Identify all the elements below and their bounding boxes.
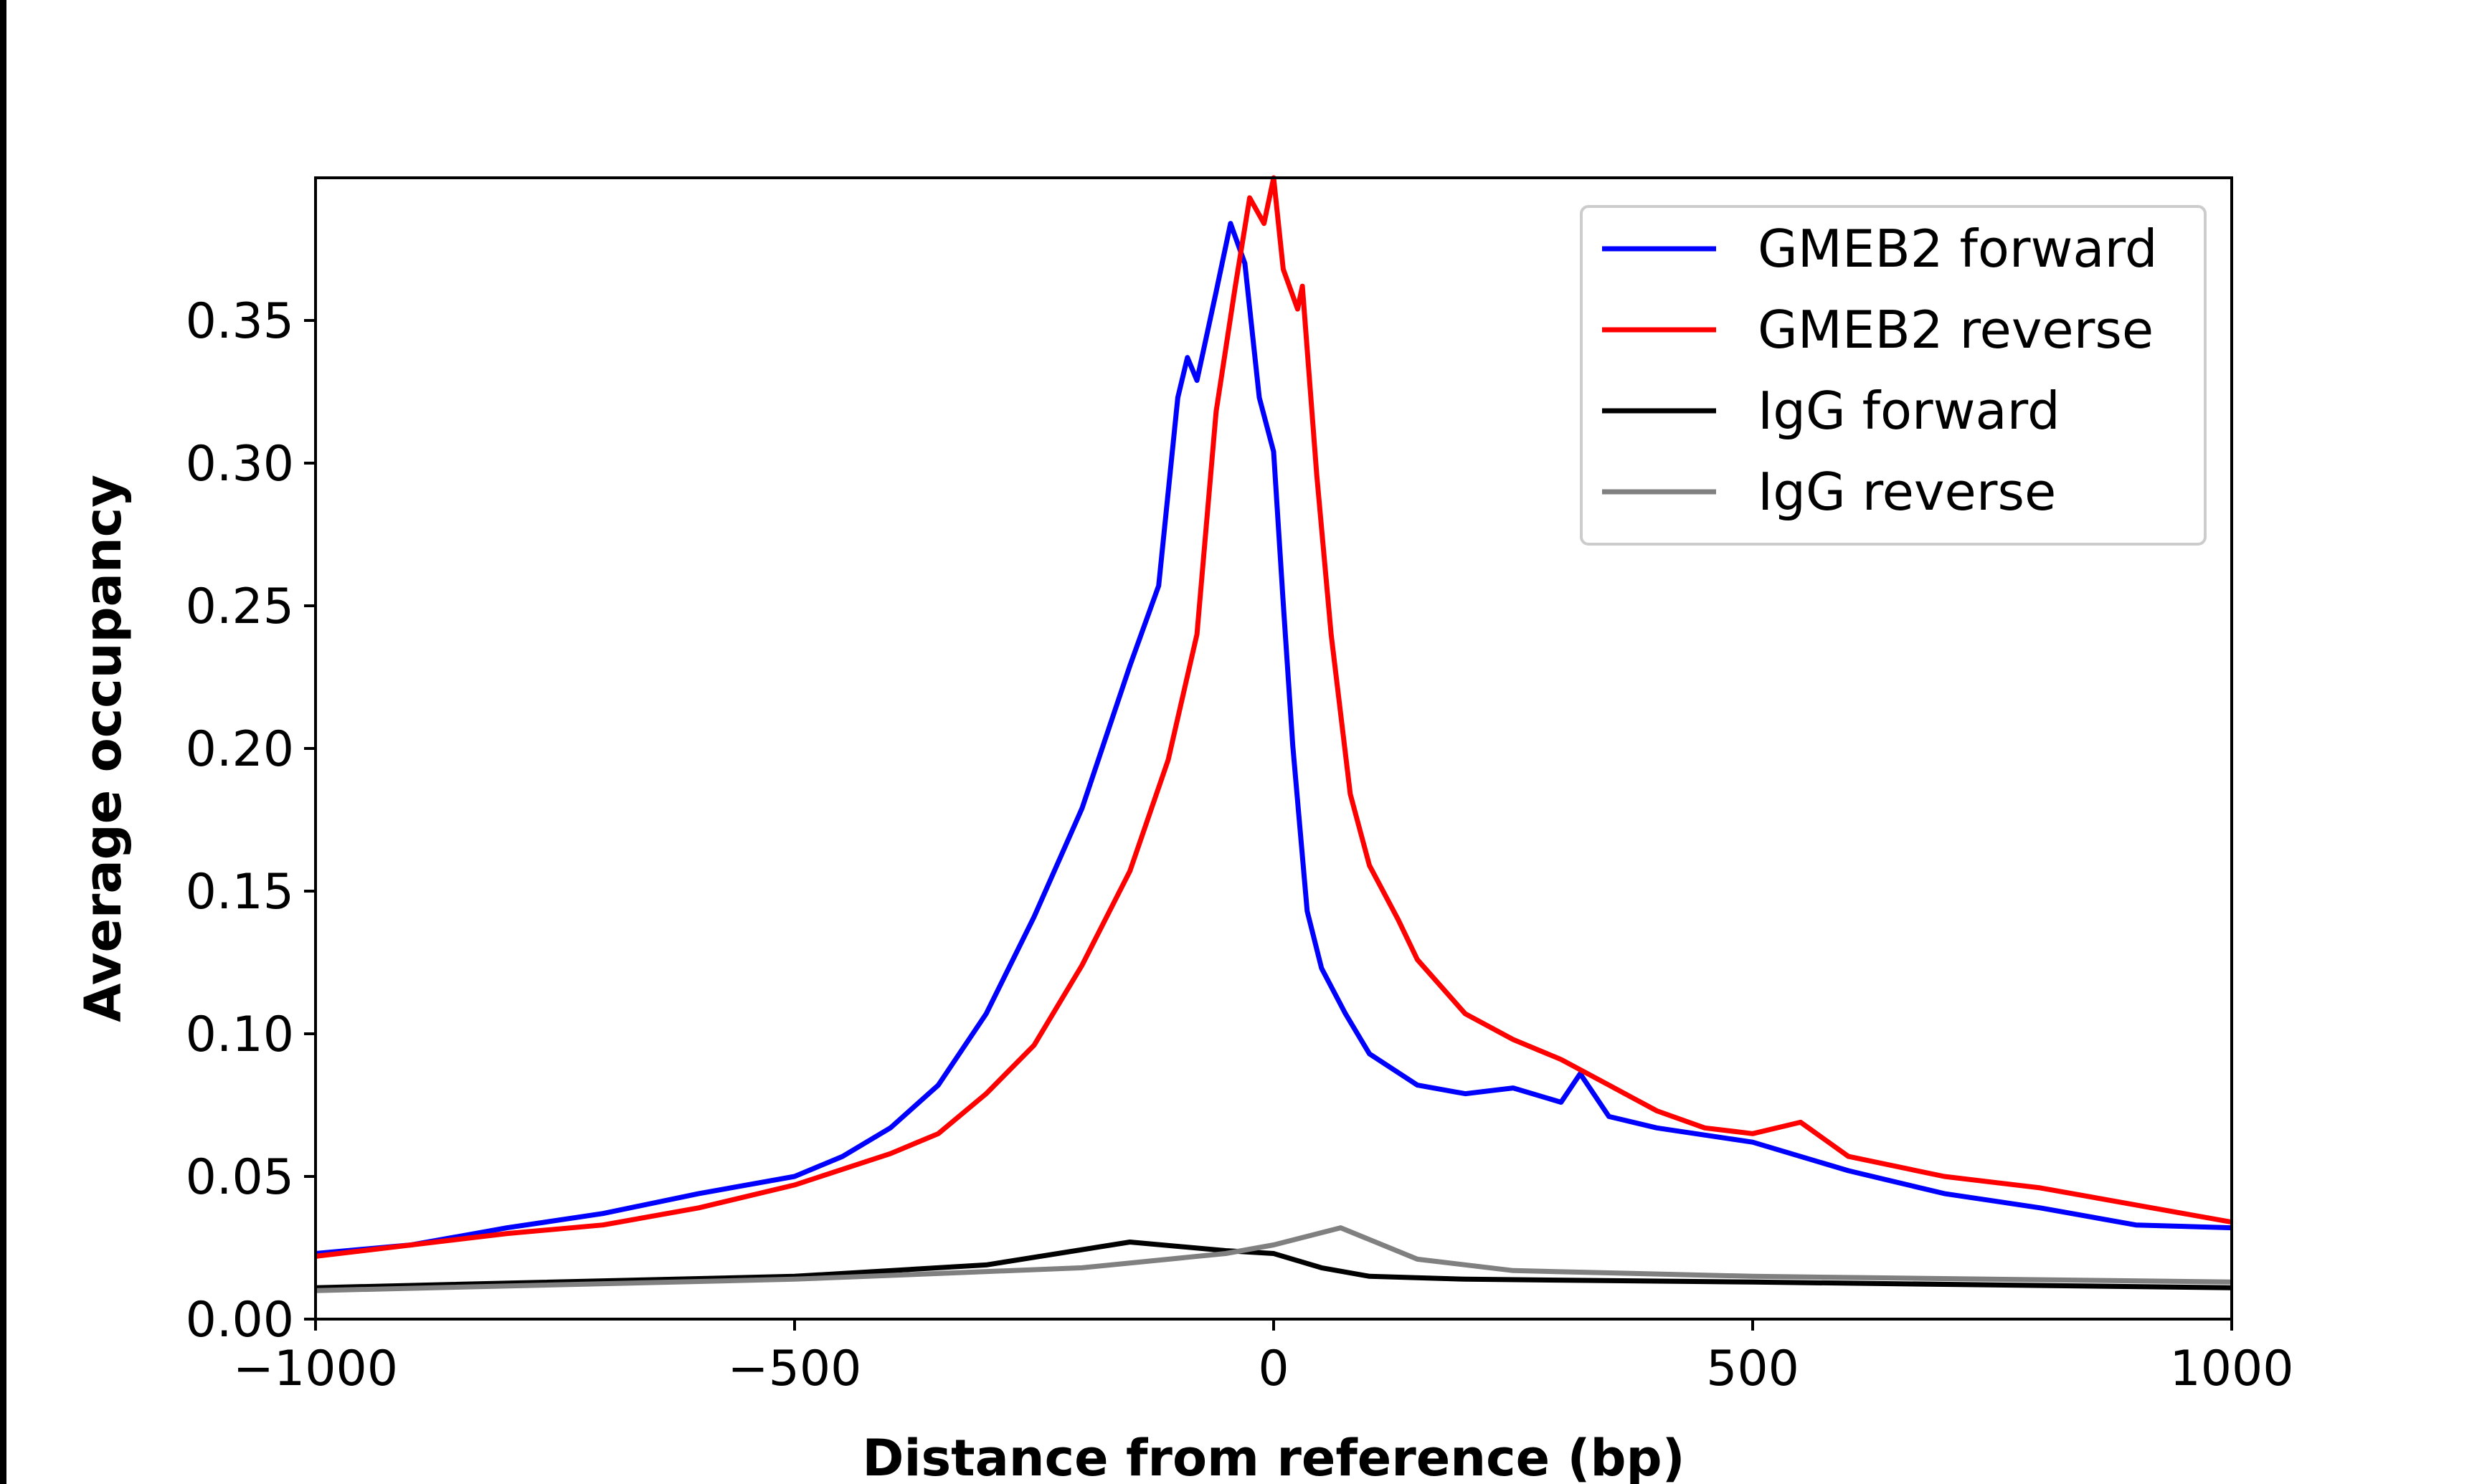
legend: GMEB2 forward GMEB2 reverse IgG forward IgG…: [1580, 205, 2207, 546]
y-tick-label: 0.10: [186, 1007, 294, 1063]
legend-entry: GMEB2 reverse: [1758, 300, 2154, 360]
series-line-igg-forward: [315, 1240, 2232, 1290]
y-tick-label: 0.35: [186, 293, 294, 350]
legend-entry: GMEB2 forward: [1758, 219, 2158, 279]
x-axis: −1000 −500 0 500 1000: [233, 1319, 2294, 1397]
y-tick-label: 0.05: [186, 1149, 294, 1206]
y-tick-label: 0.20: [186, 721, 294, 778]
y-axis-label: Average occupancy: [74, 475, 133, 1022]
series-layer: [315, 175, 2232, 1293]
x-tick-label: −500: [728, 1341, 862, 1397]
x-tick-label: 0: [1258, 1341, 1289, 1397]
legend-entry: IgG reverse: [1758, 462, 2056, 522]
y-axis: 0.00 0.05 0.10 0.15 0.20 0.25 0.30 0.35: [186, 293, 316, 1349]
y-tick-label: 0.00: [186, 1292, 294, 1349]
y-tick-label: 0.30: [186, 436, 294, 493]
x-tick-label: 500: [1706, 1341, 1799, 1397]
x-tick-label: −1000: [233, 1341, 398, 1397]
x-axis-label: Distance from reference (bp): [862, 1429, 1685, 1484]
x-tick-label: 1000: [2169, 1341, 2293, 1397]
legend-entry: IgG forward: [1758, 381, 2060, 441]
series-line-gmeb2-reverse: [315, 175, 2232, 1259]
series-line-igg-reverse: [315, 1225, 2232, 1293]
y-tick-label: 0.25: [186, 579, 294, 635]
y-tick-label: 0.15: [186, 864, 294, 921]
series-line-gmeb2-forward: [315, 221, 2232, 1256]
left-border-bar: [0, 0, 6, 1484]
legend-box: [1580, 205, 2207, 546]
